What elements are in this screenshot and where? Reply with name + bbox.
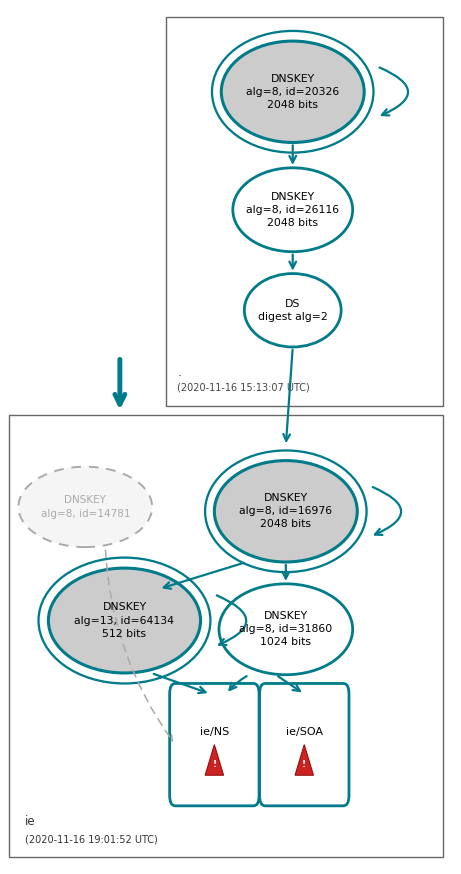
Ellipse shape (219, 584, 353, 675)
Bar (9, 415, 443, 857)
FancyBboxPatch shape (260, 683, 349, 806)
Text: .: . (177, 366, 182, 378)
Text: DNSKEY
alg=8, id=31860
1024 bits: DNSKEY alg=8, id=31860 1024 bits (239, 611, 332, 648)
Text: DNSKEY
alg=8, id=16976
2048 bits: DNSKEY alg=8, id=16976 2048 bits (239, 493, 332, 530)
Text: ie/SOA: ie/SOA (286, 726, 323, 737)
Polygon shape (205, 745, 224, 775)
Ellipse shape (48, 568, 201, 673)
Ellipse shape (18, 467, 152, 547)
Text: (2020-11-16 19:01:52 UTC): (2020-11-16 19:01:52 UTC) (25, 834, 158, 844)
Text: ie/NS: ie/NS (200, 726, 229, 737)
Ellipse shape (221, 41, 364, 142)
Text: DNSKEY
alg=8, id=26116
2048 bits: DNSKEY alg=8, id=26116 2048 bits (246, 191, 339, 228)
Bar (166, 17, 443, 406)
FancyBboxPatch shape (170, 683, 259, 806)
Ellipse shape (214, 461, 357, 562)
Text: DS
digest alg=2: DS digest alg=2 (258, 299, 328, 322)
Text: DNSKEY
alg=13, id=64134
512 bits: DNSKEY alg=13, id=64134 512 bits (75, 602, 174, 639)
Ellipse shape (233, 168, 353, 252)
Text: (2020-11-16 15:13:07 UTC): (2020-11-16 15:13:07 UTC) (177, 382, 310, 392)
Text: ie: ie (25, 815, 36, 828)
Text: DNSKEY
alg=8, id=14781: DNSKEY alg=8, id=14781 (41, 496, 130, 518)
Polygon shape (295, 745, 313, 775)
Text: DNSKEY
alg=8, id=20326
2048 bits: DNSKEY alg=8, id=20326 2048 bits (246, 73, 339, 110)
Text: !: ! (302, 760, 306, 769)
Text: !: ! (213, 760, 216, 769)
Ellipse shape (244, 274, 341, 347)
